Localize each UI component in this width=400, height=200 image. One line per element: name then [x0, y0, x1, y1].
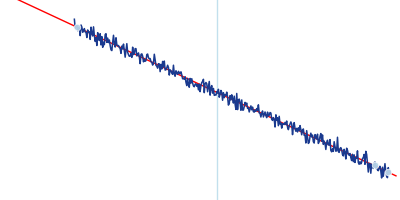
- Point: [372, 164, 378, 167]
- Point: [74, 26, 80, 29]
- Point: [385, 170, 391, 173]
